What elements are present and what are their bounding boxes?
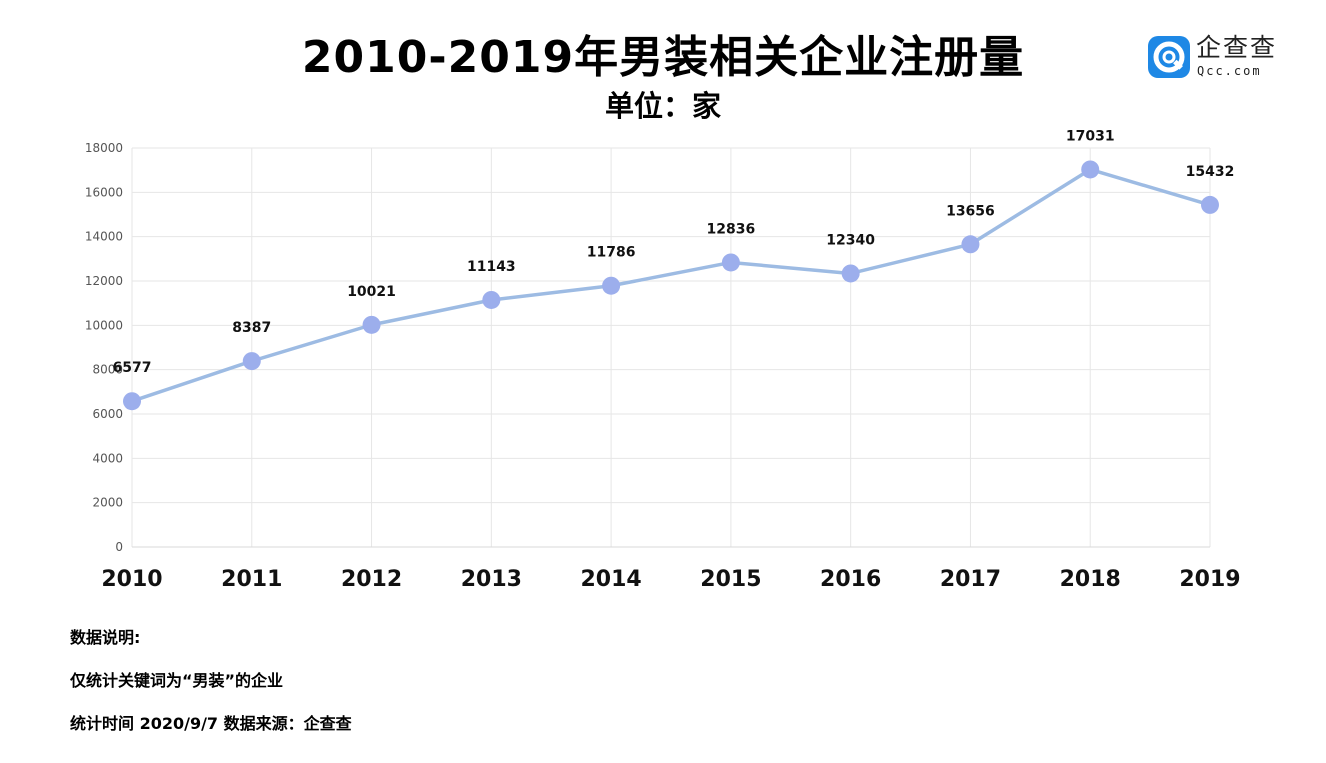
data-label: 13656 bbox=[946, 203, 995, 219]
data-label: 8387 bbox=[232, 320, 271, 336]
data-point bbox=[602, 276, 621, 295]
data-point bbox=[482, 290, 501, 309]
data-label: 11143 bbox=[467, 259, 516, 275]
notes-scope: 仅统计关键词为“男装”的企业 bbox=[70, 671, 284, 690]
y-tick-label: 14000 bbox=[85, 230, 123, 244]
series-polyline bbox=[130, 167, 1212, 403]
x-tick-label: 2010 bbox=[101, 567, 162, 592]
series-line bbox=[130, 167, 1212, 403]
data-label: 12340 bbox=[826, 232, 875, 248]
data-point bbox=[1081, 160, 1100, 179]
data-labels: 6577 8387 10021 11143 11786 12836 12340 13656 17… bbox=[113, 128, 1235, 376]
y-tick-label: 18000 bbox=[85, 141, 123, 155]
data-label: 6577 bbox=[113, 360, 152, 376]
data-point bbox=[242, 352, 261, 371]
y-tick-label: 12000 bbox=[85, 274, 123, 288]
series-markers bbox=[123, 160, 1219, 411]
data-point bbox=[721, 253, 740, 272]
notes-heading: 数据说明: bbox=[70, 628, 141, 647]
x-tick-label: 2018 bbox=[1060, 567, 1121, 592]
x-tick-label: 2015 bbox=[700, 567, 761, 592]
x-tick-label: 2011 bbox=[221, 567, 282, 592]
x-tick-label: 2016 bbox=[820, 567, 881, 592]
data-notes: 数据说明: 仅统计关键词为“男装”的企业 统计时间 2020/9/7 数据来源：… bbox=[70, 628, 352, 757]
logo-name-en: Qcc.com bbox=[1197, 64, 1262, 78]
chart-title: 2010-2019年男装相关企业注册量 bbox=[301, 32, 1025, 83]
y-tick-label: 2000 bbox=[92, 496, 123, 510]
qcc-logo: 企查查 Qcc.com bbox=[1148, 34, 1308, 82]
y-tick-label: 0 bbox=[115, 540, 123, 554]
data-point bbox=[841, 264, 860, 283]
logo-name-cn: 企查查 bbox=[1196, 33, 1278, 62]
y-tick-label: 4000 bbox=[92, 451, 123, 465]
data-label: 10021 bbox=[347, 284, 396, 300]
data-label: 17031 bbox=[1066, 128, 1115, 144]
data-label: 11786 bbox=[587, 245, 636, 261]
data-label: 15432 bbox=[1186, 164, 1235, 180]
x-axis: 2010 2011 2012 2013 2014 2015 2016 2017 2018 2019 bbox=[101, 546, 1241, 592]
y-tick-label: 6000 bbox=[92, 407, 123, 421]
notes-source: 统计时间 2020/9/7 数据来源：企查查 bbox=[70, 714, 352, 733]
y-axis: 0 2000 4000 6000 8000 10000 12000 14000 16000 180… bbox=[85, 141, 123, 554]
y-tick-label: 8000 bbox=[92, 363, 123, 377]
y-tick-label: 10000 bbox=[85, 318, 123, 332]
data-point bbox=[961, 235, 980, 254]
chart-subtitle: 单位：家 bbox=[604, 89, 721, 123]
data-label: 12836 bbox=[707, 221, 756, 237]
x-tick-label: 2019 bbox=[1179, 567, 1240, 592]
line-chart: 0 2000 4000 6000 8000 10000 12000 14000 16000 180… bbox=[85, 128, 1241, 592]
y-tick-label: 16000 bbox=[85, 185, 123, 199]
qcc-logo-icon bbox=[1148, 36, 1190, 78]
x-tick-label: 2014 bbox=[580, 567, 641, 592]
data-point bbox=[123, 392, 141, 411]
x-tick-label: 2012 bbox=[341, 567, 402, 592]
data-point bbox=[362, 315, 381, 334]
x-tick-label: 2013 bbox=[461, 567, 522, 592]
data-point bbox=[1201, 195, 1219, 214]
x-tick-label: 2017 bbox=[940, 567, 1001, 592]
